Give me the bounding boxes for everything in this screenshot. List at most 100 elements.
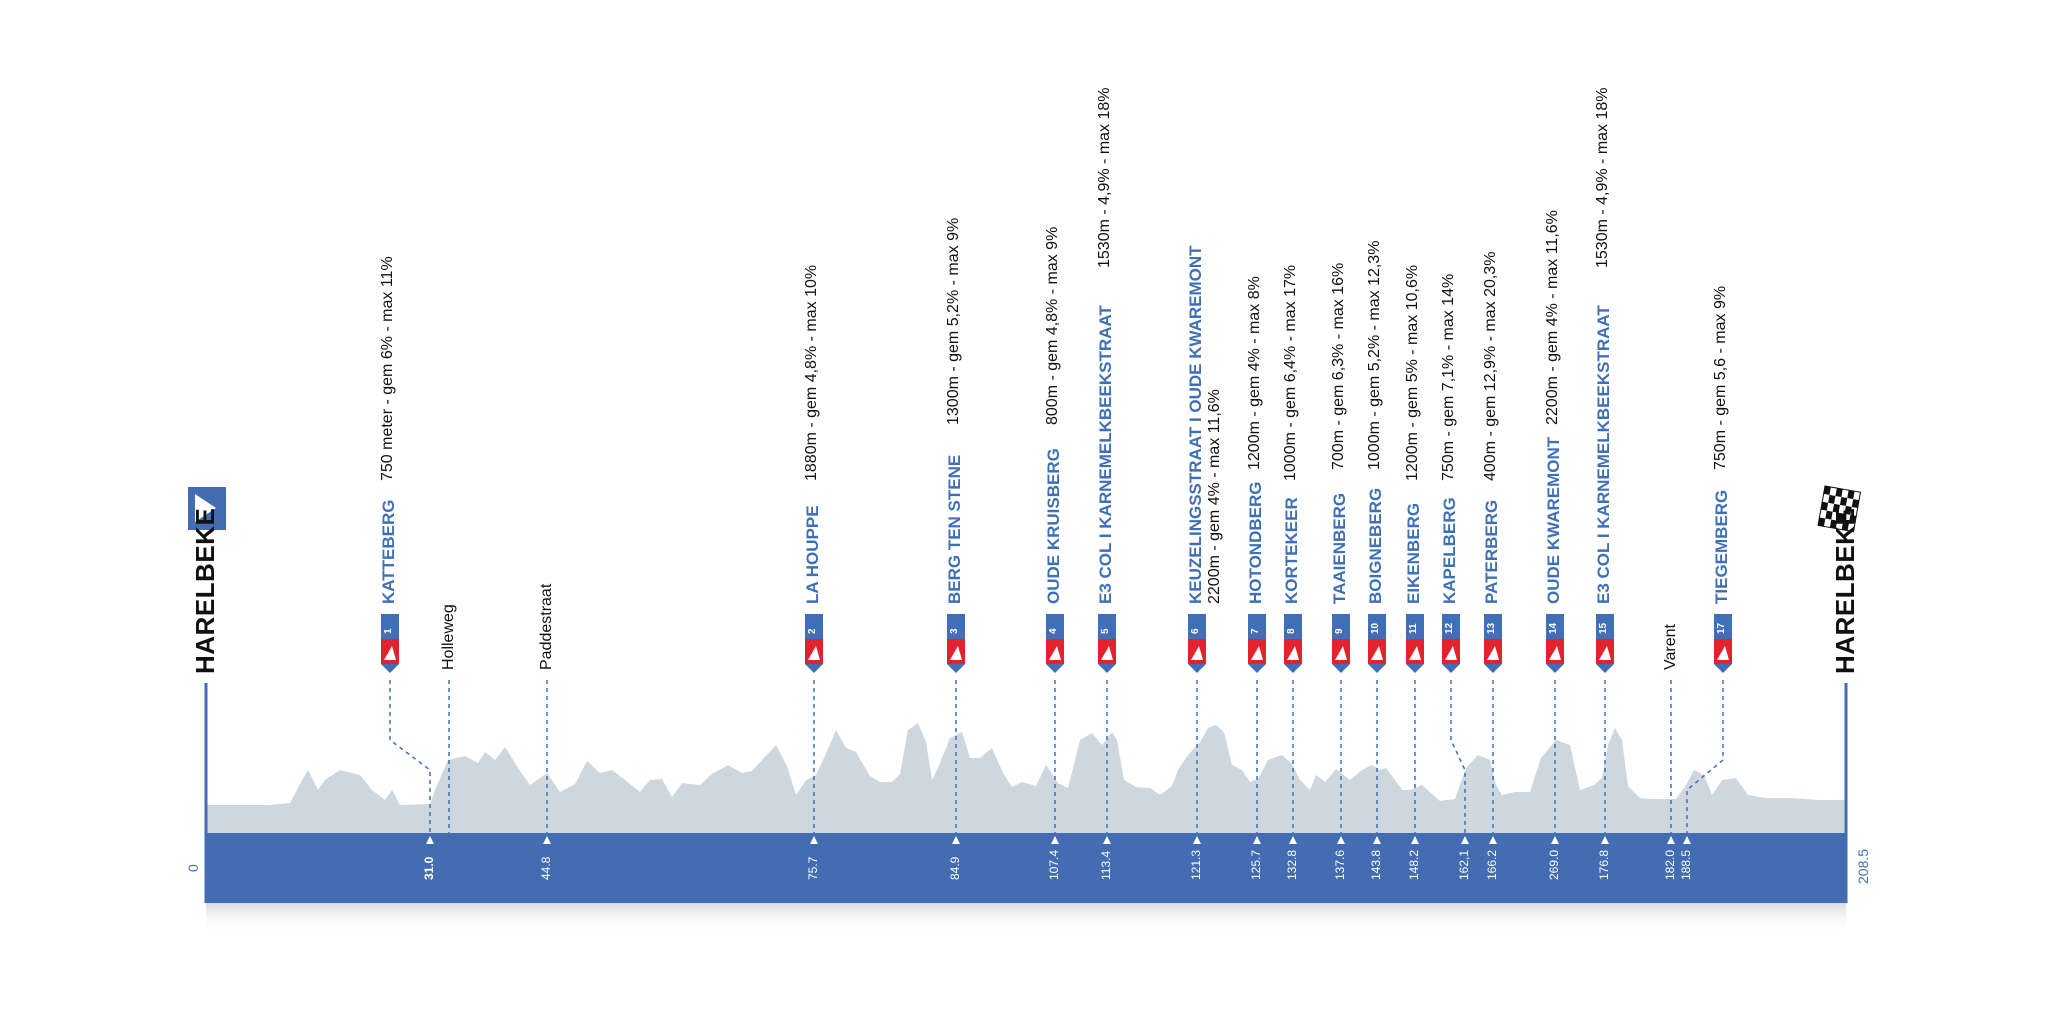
climb-info: 1200m - gem 4% - max 8%	[1246, 276, 1263, 470]
km-marker-arrow-icon	[1253, 836, 1261, 844]
climb-info: 2200m - gem 4% - max 11,6%	[1544, 210, 1561, 426]
climb-number: 8	[1286, 628, 1297, 634]
km-label: 182.0	[1663, 849, 1677, 880]
km-label: 166.2	[1485, 849, 1499, 880]
climb-number: 5	[1100, 628, 1111, 634]
distance-bar	[206, 833, 1846, 903]
km-marker-arrow-icon	[1551, 836, 1559, 844]
climb-badge-icon	[1442, 614, 1460, 673]
climb-number: 12	[1444, 622, 1455, 634]
climb-name: KAPELBERG	[1440, 497, 1459, 604]
climb-number: 4	[1048, 628, 1059, 634]
climb-name: LA HOUPPE	[803, 505, 822, 604]
km-marker-arrow-icon	[1337, 836, 1345, 844]
km-label: 269.0	[1547, 849, 1561, 880]
km-label: 84.9	[948, 856, 962, 880]
climb-name: KORTEKEER	[1282, 497, 1301, 604]
climb-badge-icon	[1284, 614, 1302, 673]
km-marker-arrow-icon	[1373, 836, 1381, 844]
climb-badge-icon	[805, 614, 823, 673]
climb-number: 14	[1548, 622, 1559, 634]
climb-info: 400m - gem 12,9% - max 20,3%	[1482, 251, 1499, 482]
climb-info: 1200m - gem 5% - max 10,6%	[1404, 265, 1421, 482]
km-marker-arrow-icon	[1051, 836, 1059, 844]
climb-info: 1300m - gem 5,2% - max 9%	[945, 217, 962, 426]
climb-badge-icon	[1368, 614, 1386, 673]
climb-number: 2	[807, 628, 818, 634]
climb-badge-icon	[1596, 614, 1614, 673]
finish-town: HARELBEKE	[1830, 507, 1860, 674]
finish-km: 208.5	[1855, 848, 1871, 884]
climb-info: 1530m - 4,9% - max 18%	[1096, 87, 1113, 269]
climb-number: 9	[1334, 628, 1345, 634]
elevation-terrain	[206, 723, 1846, 833]
place-name: Holleweg	[440, 604, 457, 670]
start-town: HARELBEKE	[190, 507, 220, 674]
climb-info: 2200m - gem 4% - max 11,6%	[1206, 389, 1223, 604]
climb-badge-icon	[1098, 614, 1116, 673]
climb-number: 7	[1250, 628, 1261, 634]
climb-info: 1880m - gem 4,8% - max 10%	[803, 265, 820, 482]
km-marker-arrow-icon	[1193, 836, 1201, 844]
start-flag-icon	[188, 487, 226, 530]
climb-name: KEUZELINGSSTRAAT I OUDE KWAREMONT	[1186, 245, 1205, 604]
climb-name: OUDE KWAREMONT	[1544, 436, 1563, 604]
km-marker-arrow-icon	[426, 836, 434, 844]
climb-number: 6	[1190, 628, 1201, 634]
climb-name: E3 COL I KARNEMELKBEEKSTRAAT	[1096, 305, 1115, 604]
climb-number: 13	[1486, 622, 1497, 634]
km-label: 148.2	[1407, 849, 1421, 880]
km-marker-arrow-icon	[1667, 836, 1675, 844]
km-marker-arrow-icon	[1683, 836, 1691, 844]
climb-name: OUDE KRUISBERG	[1044, 448, 1063, 604]
km-label: 121.3	[1189, 849, 1203, 880]
km-marker-arrow-icon	[1411, 836, 1419, 844]
km-label: 162,1	[1457, 849, 1471, 880]
climb-number: 11	[1408, 623, 1419, 634]
km-marker-arrow-icon	[1103, 836, 1111, 844]
km-label: 44.8	[539, 856, 553, 880]
climb-badge-icon	[1484, 614, 1502, 673]
bar-shadow	[206, 903, 1846, 933]
km-marker-arrow-icon	[543, 836, 551, 844]
km-label: 125.7	[1249, 849, 1263, 880]
finish-checkered-flag-icon	[1817, 485, 1862, 533]
climb-name: TIEGEMBERG	[1712, 489, 1731, 604]
km-label: 137.6	[1333, 849, 1347, 880]
km-label: 132.8	[1285, 849, 1299, 880]
place-name: Varent	[1662, 624, 1679, 670]
climb-badge-icon	[947, 614, 965, 673]
place-name: Paddestraat	[538, 583, 555, 670]
km-label: 176.8	[1597, 849, 1611, 880]
climb-badge-icon	[1406, 614, 1424, 673]
climb-name: HOTONDBERG	[1246, 481, 1265, 604]
climb-number: 15	[1598, 622, 1609, 634]
climb-number: 10	[1370, 622, 1381, 634]
km-label: 75.7	[806, 856, 820, 880]
climb-badge-icon	[1332, 614, 1350, 673]
km-marker-arrow-icon	[1289, 836, 1297, 844]
climb-badge-icon	[1188, 614, 1206, 673]
climb-badge-icon	[1248, 614, 1266, 673]
km-marker-arrow-icon	[1489, 836, 1497, 844]
climb-info: 1000m - gem 5,2% - max 12,3%	[1366, 240, 1383, 470]
km-marker-arrow-icon	[952, 836, 960, 844]
km-label: 113.4	[1099, 850, 1113, 880]
climb-info: 750m - gem 5,6 - max 9%	[1712, 285, 1729, 470]
climb-number: 1	[383, 628, 394, 634]
climb-name: BERG TEN STENE	[945, 454, 964, 604]
route-dashed-line	[1686, 680, 1724, 833]
climb-info: 800m - gem 4,8% - max 9%	[1044, 226, 1061, 426]
climb-info: 1000m - gem 6,4% - max 17%	[1282, 265, 1299, 482]
km-label: 31.0	[422, 856, 436, 880]
km-marker-arrow-icon	[1461, 836, 1469, 844]
climb-name: TAAIENBERG	[1330, 492, 1349, 604]
km-marker-arrow-icon	[1601, 836, 1609, 844]
climb-info: 750m - gem 7,1% - max 14%	[1440, 273, 1457, 482]
climb-name: E3 COL I KARNEMELKBEEKSTRAAT	[1594, 305, 1613, 604]
climb-badge-icon	[381, 614, 399, 673]
climb-number: 3	[949, 628, 960, 634]
climb-info: 750 meter - gem 6% - max 11%	[379, 256, 396, 482]
km-label: 107.4	[1047, 849, 1061, 880]
